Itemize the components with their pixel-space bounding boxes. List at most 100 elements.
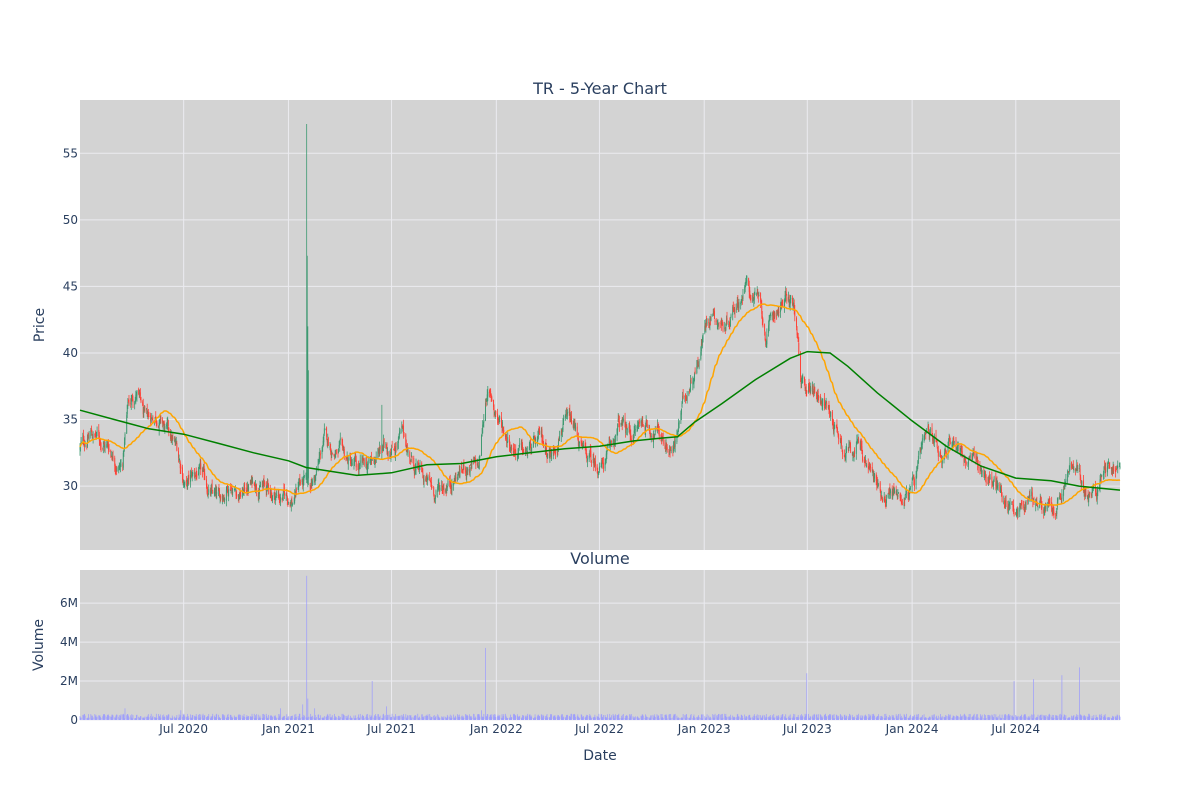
volume-bar <box>118 716 120 720</box>
volume-bar <box>116 714 118 720</box>
candle-body <box>358 467 360 472</box>
volume-bar <box>229 714 231 720</box>
candle-body <box>96 431 98 433</box>
volume-bar <box>824 715 825 720</box>
candle-body <box>977 458 979 465</box>
volume-bar <box>300 718 301 720</box>
candle-body <box>921 443 923 450</box>
candle-body <box>102 445 104 448</box>
volume-bar <box>1023 715 1025 720</box>
candle-body <box>507 437 509 442</box>
volume-bar <box>375 716 377 720</box>
volume-bar <box>684 715 686 720</box>
candle-body <box>298 480 300 486</box>
volume-bar <box>458 716 460 720</box>
volume-bar <box>370 716 371 720</box>
volume-bar <box>531 716 533 720</box>
candle-body <box>702 334 704 340</box>
volume-bar <box>945 715 947 720</box>
candle-body <box>95 433 97 437</box>
volume-bar <box>1055 715 1057 720</box>
volume-bar <box>831 715 833 720</box>
volume-bar <box>111 714 113 720</box>
candle-body <box>1084 486 1086 495</box>
volume-bar <box>736 714 738 720</box>
volume-bar <box>558 716 560 720</box>
candle-body <box>518 445 520 447</box>
volume-bar <box>657 715 659 720</box>
candle-body <box>729 319 731 327</box>
candle-body <box>989 476 991 481</box>
candle-body <box>646 421 648 423</box>
candle-body <box>285 493 287 496</box>
candle-body <box>766 334 768 345</box>
volume-bar <box>841 718 842 720</box>
volume-bar <box>478 714 480 720</box>
volume-bar <box>339 716 341 720</box>
volume-bar <box>131 714 133 720</box>
candle-body <box>194 473 195 475</box>
volume-bar <box>115 715 117 720</box>
volume-bar <box>539 715 541 720</box>
volume-bar <box>1063 716 1065 720</box>
volume-bar <box>110 716 112 720</box>
candle-body <box>796 317 797 328</box>
volume-bar <box>378 714 379 720</box>
candle-body <box>1009 501 1010 506</box>
candle-body <box>342 439 344 448</box>
candle-body <box>465 470 467 475</box>
candle-body <box>211 486 213 490</box>
volume-bar <box>816 714 818 720</box>
volume-bar <box>355 718 357 720</box>
candle-body <box>303 475 305 477</box>
candle-body <box>494 411 496 414</box>
volume-bar <box>690 714 692 720</box>
candle-body <box>426 476 428 482</box>
volume-bar <box>142 717 144 720</box>
candle-body <box>347 455 349 464</box>
volume-bar <box>936 715 938 720</box>
volume-bar <box>766 717 768 720</box>
volume-bar <box>489 715 491 720</box>
volume-bar <box>409 715 411 720</box>
candle-body <box>980 465 982 472</box>
volume-bar <box>1009 716 1010 720</box>
candle-body <box>917 461 919 467</box>
volume-bar <box>794 714 796 720</box>
volume-bar <box>925 717 927 720</box>
candle-body <box>586 455 588 462</box>
volume-bar <box>1035 717 1037 720</box>
candle-body <box>614 434 616 443</box>
candle-body <box>142 403 144 415</box>
candle-body <box>167 420 169 426</box>
volume-bar <box>418 717 420 720</box>
candle-body <box>202 469 203 473</box>
volume-bar <box>284 715 285 720</box>
candle-body <box>879 482 881 491</box>
candle-body <box>191 472 193 477</box>
candle-body <box>1053 512 1055 516</box>
volume-bar <box>1079 667 1080 720</box>
volume-bar <box>210 716 212 720</box>
candle-body <box>522 445 523 453</box>
candle-body <box>290 501 292 507</box>
volume-bar <box>884 717 886 720</box>
volume-bar <box>270 715 272 720</box>
volume-bar <box>199 717 201 720</box>
candle-body <box>768 319 770 326</box>
volume-bar <box>968 714 970 720</box>
volume-bar <box>314 708 316 720</box>
volume-bar <box>235 717 237 720</box>
candle-body <box>668 451 670 453</box>
volume-bar <box>226 716 228 720</box>
candle-body <box>845 456 846 461</box>
volume-bar <box>913 714 915 720</box>
candle-body <box>638 422 640 425</box>
volume-bar <box>415 715 416 720</box>
volume-bar <box>1103 716 1104 720</box>
candle-body <box>1109 466 1111 469</box>
volume-bar <box>215 714 217 720</box>
candle-body <box>757 295 759 297</box>
candle-body <box>1076 465 1078 471</box>
volume-bar <box>568 716 570 720</box>
